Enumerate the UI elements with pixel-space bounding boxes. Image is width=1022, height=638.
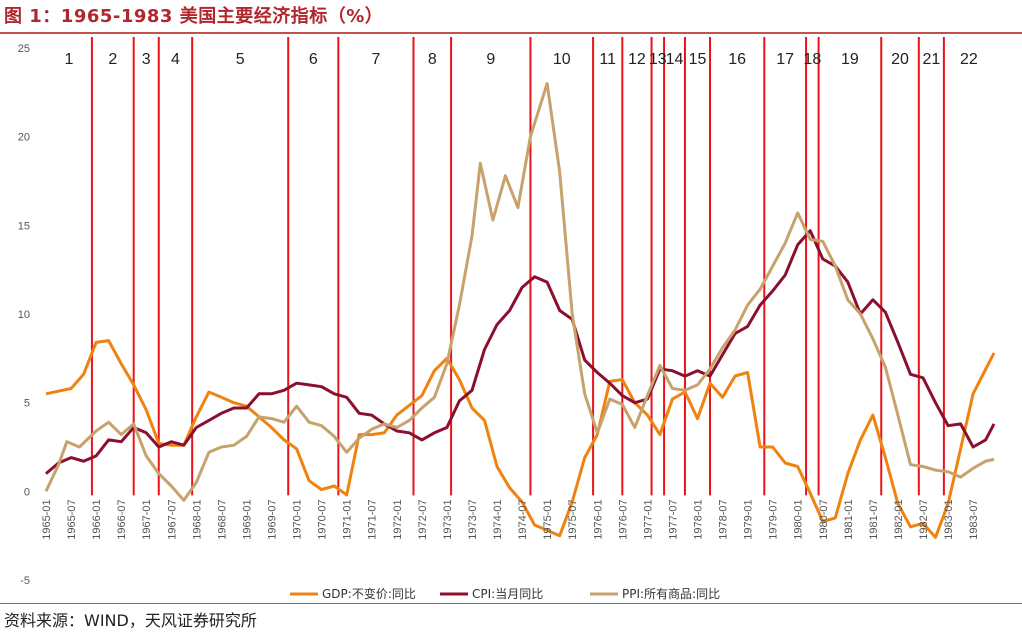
y-tick-label: 15	[18, 220, 30, 232]
y-tick-label: 5	[24, 398, 30, 410]
period-label: 9	[486, 51, 495, 68]
x-tick-label: 1981-01	[843, 499, 855, 539]
y-tick-label: 0	[24, 486, 30, 498]
x-tick-label: 1976-01	[592, 499, 604, 539]
period-label: 3	[142, 51, 151, 68]
x-tick-label: 1982-07	[918, 499, 930, 539]
x-tick-label: 1981-07	[868, 499, 880, 539]
x-tick-label: 1966-01	[91, 499, 103, 539]
y-tick-label: 25	[18, 43, 30, 55]
x-tick-label: 1980-01	[793, 499, 805, 539]
x-tick-label: 1979-01	[743, 499, 755, 539]
x-tick-label: 1973-07	[467, 499, 479, 539]
period-label: 18	[803, 51, 821, 68]
x-tick-label: 1971-07	[367, 499, 379, 539]
source-note: 资料来源：WIND，天风证券研究所	[4, 611, 257, 630]
period-label: 17	[776, 51, 794, 68]
x-tick-label: 1982-01	[893, 499, 905, 539]
x-tick-label: 1977-07	[667, 499, 679, 539]
x-tick-label: 1975-07	[567, 499, 579, 539]
x-tick-label: 1979-07	[768, 499, 780, 539]
x-tick-label: 1968-01	[191, 499, 203, 539]
y-axis-ticks: -5 0 5 10 15 20 25	[18, 43, 30, 587]
period-label: 7	[371, 51, 380, 68]
x-tick-label: 1966-07	[116, 499, 128, 539]
x-tick-label: 1967-01	[141, 499, 153, 539]
period-label: 10	[553, 51, 571, 68]
legend-label: CPI:当月同比	[472, 587, 543, 601]
period-label: 11	[599, 51, 616, 68]
y-tick-label: 10	[18, 309, 30, 321]
y-tick-label: -5	[20, 575, 30, 587]
x-tick-label: 1978-07	[718, 499, 730, 539]
x-tick-label: 1970-07	[317, 499, 329, 539]
x-tick-label: 1978-01	[692, 499, 704, 539]
x-tick-label: 1975-01	[542, 499, 554, 539]
x-tick-label: 1972-01	[392, 499, 404, 539]
period-label: 12	[628, 51, 646, 68]
period-label: 2	[108, 51, 117, 68]
series-line	[45, 229, 996, 475]
x-tick-label: 1976-07	[617, 499, 629, 539]
x-tick-label: 1965-01	[41, 499, 53, 539]
period-label: 22	[960, 51, 978, 68]
period-label: 15	[689, 51, 707, 68]
x-axis-ticks: 1965-01 1965-07 1966-01 1966-07 1967-01 1967-…	[41, 499, 980, 539]
x-tick-label: 1977-01	[642, 499, 654, 539]
x-tick-label: 1965-07	[66, 499, 78, 539]
period-label: 6	[309, 51, 318, 68]
period-label: 8	[428, 51, 437, 68]
source-divider	[0, 603, 1022, 604]
x-tick-label: 1983-01	[943, 499, 955, 539]
x-tick-label: 1970-01	[292, 499, 304, 539]
legend-label: PPI:所有商品:同比	[622, 586, 720, 601]
chart-legend: GDP:不变价:同比 CPI:当月同比 PPI:所有商品:同比	[290, 586, 720, 601]
period-label: 20	[891, 51, 909, 68]
x-tick-label: 1980-07	[818, 499, 830, 539]
x-tick-label: 1983-07	[968, 499, 980, 539]
period-label: 1	[65, 51, 74, 68]
period-label: 21	[922, 51, 940, 68]
x-tick-label: 1971-01	[342, 499, 354, 539]
x-tick-label: 1967-07	[166, 499, 178, 539]
series-lines	[44, 82, 996, 539]
period-label: 5	[236, 51, 245, 68]
series-line	[44, 82, 995, 502]
x-tick-label: 1969-07	[267, 499, 279, 539]
x-tick-label: 1973-01	[442, 499, 454, 539]
x-tick-label: 1974-07	[517, 499, 529, 539]
period-label: 14	[666, 51, 684, 68]
y-tick-label: 20	[18, 132, 30, 144]
x-tick-label: 1974-01	[492, 499, 504, 539]
x-tick-label: 1969-01	[241, 499, 253, 539]
period-label: 19	[841, 51, 859, 68]
period-label: 16	[728, 51, 746, 68]
period-label: 4	[171, 51, 180, 68]
title-divider	[0, 32, 1022, 34]
chart-title: 图 1：1965-1983 美国主要经济指标（%）	[4, 6, 384, 27]
period-label: 13	[649, 51, 667, 68]
x-tick-label: 1968-07	[216, 499, 228, 539]
x-tick-label: 1972-07	[417, 499, 429, 539]
legend-label: GDP:不变价:同比	[322, 586, 416, 601]
series-line	[45, 339, 996, 539]
